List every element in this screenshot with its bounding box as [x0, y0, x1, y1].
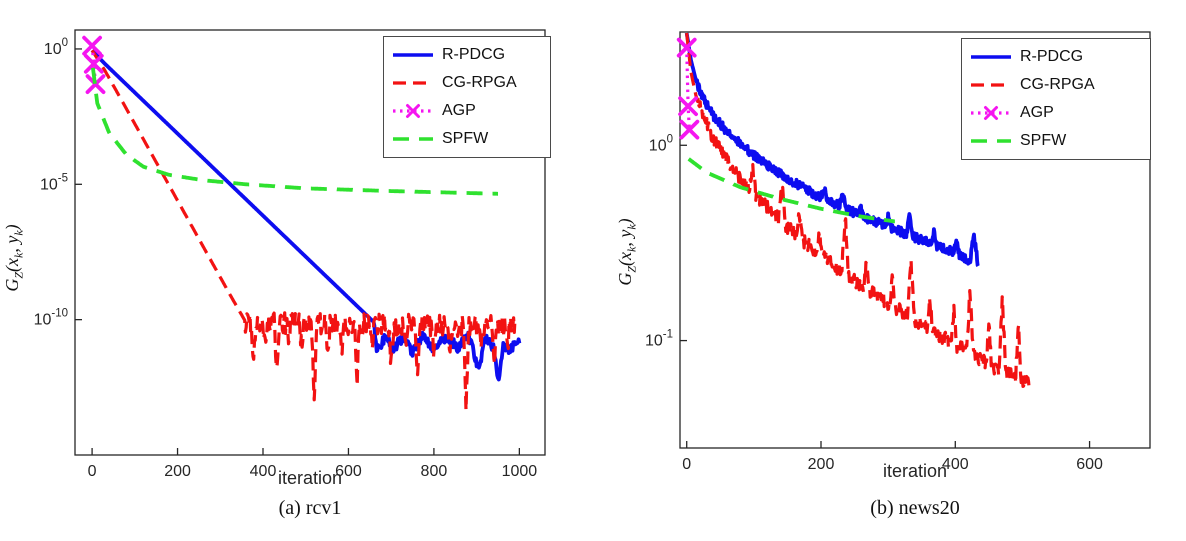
y-axis-label-a: GZ(xk, yk): [2, 168, 26, 348]
ylabel-sub: k: [11, 252, 26, 258]
x-marker: [679, 119, 700, 140]
x-tick-label: 1000: [502, 463, 538, 480]
legend-item-spfw: SPFW: [391, 126, 543, 152]
plot-panel-b: 0 200 400 600 100 10-1 GZ(xk, yk) R-PDCG CG-RP…: [593, 0, 1186, 541]
legend-a: R-PDCG CG-RPGA AGP SPFW: [383, 36, 551, 158]
y-axis-label-b: GZ(xk, yk): [615, 162, 639, 342]
legend-line-sample: [971, 83, 1011, 87]
ylabel-sub: Z: [11, 271, 26, 279]
y-tick-label: 100: [44, 37, 68, 58]
series-SPFW: [91, 67, 500, 196]
axes-box: [74, 29, 546, 456]
ylabel-sub: k: [11, 230, 26, 236]
y-tick-label: 10-10: [34, 308, 68, 329]
legend-label: CG-RPGA: [1020, 76, 1095, 93]
series-CG-RPGA: [685, 32, 1031, 388]
caption-a: (a) rcv1: [278, 497, 342, 519]
legend-label: R-PDCG: [1020, 48, 1084, 65]
x-marker: [984, 106, 998, 120]
ylabel-paren: (: [615, 259, 635, 266]
x-tick-label: 200: [808, 456, 835, 473]
x-tick-label: 0: [88, 463, 97, 480]
y-tick-label: 100: [649, 133, 673, 154]
plot-panel-a: 0 200 400 600 800 1000 100 10-5 10-10 GZ(xk, yk)…: [2, 29, 551, 519]
x-tick-label: 0: [682, 456, 691, 473]
legend-label: SPFW: [442, 130, 489, 147]
x-tick-label: 400: [942, 456, 969, 473]
legend-label: CG-RPGA: [442, 74, 517, 91]
x-marker: [678, 96, 698, 117]
ylabel-sub: k: [624, 224, 639, 230]
x-marker: [83, 53, 104, 74]
x-tick-label: 600: [335, 463, 362, 480]
legend-item-cg-rpga: CG-RPGA: [969, 72, 1143, 98]
y-tick-label: 10-5: [40, 172, 68, 193]
x-marker: [676, 37, 697, 58]
ylabel-paren: (: [2, 265, 22, 272]
plot-area-b: 0 200 400 600 100 10-1: [645, 31, 1151, 473]
ylabel-math: G: [615, 272, 635, 286]
ylabel-sub: Z: [624, 265, 639, 273]
plot-area-a: 0 200 400 600 800 1000 100 10-5 10-10: [34, 29, 546, 480]
legend-item-r-pdcg: R-PDCG: [969, 44, 1143, 70]
y-tick-label: 10-1: [645, 329, 673, 350]
legend-label: AGP: [1020, 104, 1054, 121]
legend-b: R-PDCG CG-RPGA AGP SPFW: [961, 38, 1151, 160]
ylabel-var-y: y: [615, 229, 635, 238]
x-tick-label: 400: [250, 463, 277, 480]
legend-line-sample: [393, 137, 433, 141]
ylabel-var-x: x: [2, 257, 22, 266]
legend-line-sample: [393, 104, 433, 118]
x-marker: [82, 35, 102, 56]
x-axis-label-b: iteration: [882, 461, 948, 481]
caption-b: (b) news20: [870, 497, 960, 519]
legend-item-agp: AGP: [391, 98, 543, 124]
x-axis-label-a: iteration: [277, 468, 343, 488]
x-tick-label: 200: [164, 463, 191, 480]
ylabel-paren: ): [2, 224, 22, 231]
legend-item-spfw: SPFW: [969, 128, 1143, 154]
ylabel-math: G: [2, 278, 22, 292]
series-SPFW: [687, 157, 897, 224]
legend-line-sample: [971, 106, 1011, 120]
legend-label: SPFW: [1020, 132, 1067, 149]
series-R-PDCG: [684, 32, 980, 268]
ylabel-sub: k: [624, 246, 639, 252]
ylabel-var-y: y: [2, 235, 22, 244]
x-tick-label: 600: [1076, 456, 1103, 473]
legend-line-sample: [393, 81, 433, 85]
ylabel-comma: ,: [615, 237, 635, 247]
legend-item-agp: AGP: [969, 100, 1143, 126]
ylabel-comma: ,: [2, 243, 22, 253]
legend-label: R-PDCG: [442, 46, 506, 63]
legend-item-r-pdcg: R-PDCG: [391, 42, 543, 68]
x-marker: [85, 74, 106, 95]
x-tick-label: 800: [421, 463, 448, 480]
ylabel-paren: ): [615, 218, 635, 225]
ylabel-var-x: x: [615, 251, 635, 260]
legend-line-sample: [393, 53, 433, 57]
legend-line-sample: [971, 139, 1011, 143]
axes-box: [679, 31, 1151, 449]
series-R-PDCG: [90, 48, 522, 382]
legend-item-cg-rpga: CG-RPGA: [391, 70, 543, 96]
legend-label: AGP: [442, 102, 476, 119]
x-marker: [406, 104, 420, 118]
legend-line-sample: [971, 55, 1011, 59]
